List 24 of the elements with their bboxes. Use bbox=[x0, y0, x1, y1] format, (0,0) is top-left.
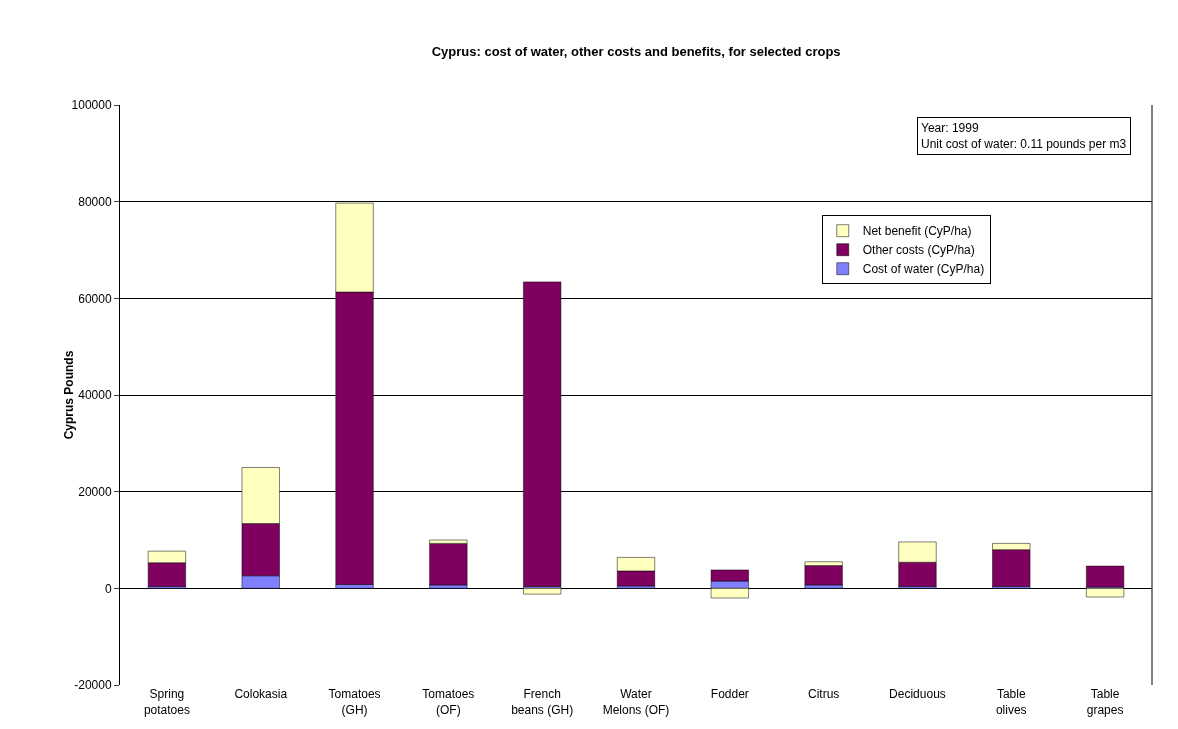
x-tick-label: Tomatoes (OF) bbox=[422, 687, 475, 717]
x-tick-label: Water Melons (OF) bbox=[602, 687, 670, 717]
x-tick-label: French beans (GH) bbox=[511, 687, 574, 717]
legend-label: Cost of water (CyP/ha) bbox=[862, 262, 985, 277]
x-tick-label: Table olives bbox=[995, 687, 1027, 717]
y-axis-title: Cyprus Pounds bbox=[62, 350, 77, 440]
x-tick-label: Table grapes bbox=[1086, 687, 1124, 717]
y-tick-label: 40000 bbox=[78, 388, 112, 403]
x-tick-label: Spring potatoes bbox=[143, 687, 190, 717]
y-tick-label: 80000 bbox=[78, 194, 112, 209]
annotation: Year: 1999 Unit cost of water: 0.11 pounds per m3 bbox=[921, 121, 1127, 151]
x-tick-label: Colokasia bbox=[234, 687, 288, 701]
y-tick-label: 20000 bbox=[78, 484, 112, 499]
x-tick-label: Tomatoes (GH) bbox=[328, 687, 381, 717]
y-tick-label: 100000 bbox=[71, 98, 112, 113]
y-tick-label: -20000 bbox=[74, 678, 112, 693]
y-tick-label: 60000 bbox=[78, 291, 112, 306]
legend-label: Other costs (CyP/ha) bbox=[862, 243, 975, 258]
y-tick-label: 0 bbox=[104, 581, 112, 596]
x-tick-label: Citrus bbox=[807, 687, 840, 701]
x-tick-label: Deciduous bbox=[889, 687, 946, 701]
chart-title: Cyprus: cost of water, other costs and benefits, for selected crops bbox=[431, 44, 841, 60]
legend-label: Net benefit (CyP/ha) bbox=[862, 224, 972, 239]
x-tick-label: Fodder bbox=[710, 687, 749, 701]
